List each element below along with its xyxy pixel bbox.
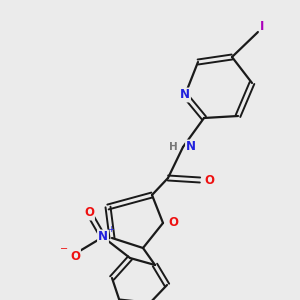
Text: O: O bbox=[84, 206, 94, 220]
Text: +: + bbox=[108, 226, 114, 235]
Text: N: N bbox=[98, 230, 108, 244]
Text: −: − bbox=[60, 244, 68, 254]
Text: N: N bbox=[186, 140, 196, 154]
Text: N: N bbox=[180, 88, 190, 101]
Text: I: I bbox=[260, 20, 264, 34]
Text: O: O bbox=[168, 217, 178, 230]
Text: O: O bbox=[70, 250, 80, 262]
Text: O: O bbox=[204, 173, 214, 187]
Text: H: H bbox=[169, 142, 177, 152]
